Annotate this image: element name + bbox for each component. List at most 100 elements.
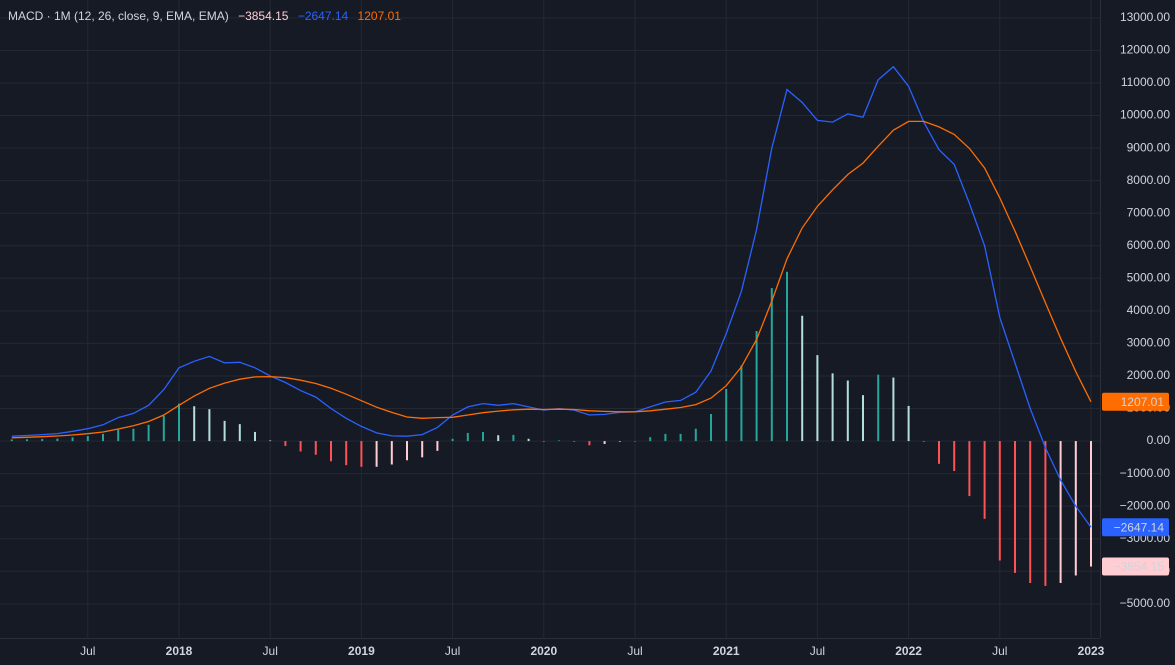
histogram-bar bbox=[588, 441, 591, 446]
histogram-bar bbox=[527, 438, 530, 442]
histogram-bar bbox=[406, 441, 408, 461]
histogram-bar bbox=[41, 438, 44, 442]
x-tick-label: 2019 bbox=[348, 644, 375, 658]
histogram-bar bbox=[360, 441, 363, 467]
histogram-bar bbox=[132, 428, 135, 442]
y-tick-label: 0.00 bbox=[1147, 433, 1171, 447]
histogram-bar bbox=[56, 438, 59, 442]
y-tick-label: 9000.00 bbox=[1127, 140, 1171, 154]
histogram-bar bbox=[1090, 441, 1092, 567]
indicator-title: MACD · 1M (12, 26, close, 9, EMA, EMA) bbox=[8, 9, 229, 23]
histogram-bar bbox=[436, 441, 439, 451]
histogram-bar bbox=[770, 288, 773, 442]
histogram-bar bbox=[269, 440, 272, 442]
histogram-bar bbox=[193, 406, 196, 442]
histogram-bar bbox=[877, 374, 880, 442]
histogram-bar bbox=[755, 331, 758, 442]
y-tick-label: 6000.00 bbox=[1127, 238, 1171, 252]
histogram-bar bbox=[314, 441, 317, 455]
last-value-tag bbox=[1102, 557, 1169, 576]
histogram-bar bbox=[162, 415, 165, 442]
histogram-bar bbox=[725, 388, 728, 442]
last-value-label: −2647.14 bbox=[1114, 520, 1165, 534]
histogram-bar bbox=[1029, 441, 1032, 583]
histogram-bar bbox=[938, 441, 940, 464]
histogram-bar bbox=[451, 438, 454, 442]
histogram-bar bbox=[694, 428, 697, 442]
y-tick-label: −2000.00 bbox=[1120, 498, 1171, 512]
histogram-bar bbox=[71, 437, 74, 442]
y-tick-label: 13000.00 bbox=[1120, 10, 1170, 24]
histogram-bar bbox=[147, 424, 150, 442]
y-tick-label: 10000.00 bbox=[1120, 108, 1170, 122]
x-tick-label: Jul bbox=[627, 644, 642, 658]
x-tick-label: 2020 bbox=[530, 644, 557, 658]
histogram-bar bbox=[512, 434, 515, 442]
histogram-bar bbox=[634, 441, 636, 442]
histogram-bar bbox=[740, 365, 743, 442]
last-value-tag bbox=[1102, 518, 1169, 537]
histogram-bar bbox=[618, 441, 621, 442]
histogram-bar bbox=[664, 433, 667, 442]
x-tick-label: Jul bbox=[80, 644, 95, 658]
histogram-bar bbox=[998, 441, 1001, 561]
y-tick-label: 12000.00 bbox=[1120, 43, 1170, 57]
indicator-header: MACD · 1M (12, 26, close, 9, EMA, EMA) −… bbox=[8, 9, 401, 23]
histogram-bar bbox=[223, 420, 226, 442]
y-tick-label: −5000.00 bbox=[1120, 596, 1171, 610]
histogram-bar bbox=[558, 440, 560, 442]
histogram-bar bbox=[178, 403, 180, 442]
histogram-bar bbox=[542, 441, 545, 442]
histogram-bar bbox=[102, 433, 104, 442]
histogram-bar bbox=[1059, 441, 1062, 583]
y-tick-label: −1000.00 bbox=[1120, 466, 1171, 480]
histogram-bar bbox=[86, 436, 89, 442]
histogram-bar bbox=[846, 380, 849, 442]
macd-value: −2647.14 bbox=[298, 9, 349, 23]
x-tick-label: Jul bbox=[992, 644, 1007, 658]
histogram-bar bbox=[238, 424, 241, 442]
line-series bbox=[11, 120, 1092, 439]
y-tick-label: 8000.00 bbox=[1127, 173, 1171, 187]
histogram-bar bbox=[299, 441, 302, 452]
histogram-bar bbox=[482, 431, 484, 442]
histogram-bar bbox=[968, 441, 971, 497]
histogram-bar bbox=[816, 355, 819, 442]
histogram-bar bbox=[1074, 441, 1077, 576]
x-tick-label: 2023 bbox=[1078, 644, 1105, 658]
histogram-bar bbox=[786, 271, 788, 442]
histogram-bar bbox=[10, 439, 13, 442]
histogram-bar bbox=[330, 441, 332, 462]
y-tick-label: 4000.00 bbox=[1127, 303, 1171, 317]
x-tick-label: Jul bbox=[810, 644, 825, 658]
last-value-label: 1207.01 bbox=[1121, 395, 1165, 409]
histogram-bar bbox=[573, 441, 576, 442]
histogram-bar bbox=[1014, 441, 1016, 573]
histogram-bar bbox=[375, 441, 378, 467]
histogram-bar bbox=[497, 435, 500, 442]
histogram-bar bbox=[907, 405, 910, 442]
x-tick-label: 2022 bbox=[895, 644, 922, 658]
y-tick-label: 7000.00 bbox=[1127, 205, 1171, 219]
signal-value: 1207.01 bbox=[358, 9, 402, 23]
histogram-bar bbox=[892, 377, 895, 442]
histogram-bar bbox=[208, 409, 211, 442]
histogram-bar bbox=[983, 441, 986, 519]
y-tick-label: 2000.00 bbox=[1127, 368, 1171, 382]
histogram-bar bbox=[345, 441, 348, 466]
histogram-value: −3854.15 bbox=[238, 9, 289, 23]
histogram-bar bbox=[953, 441, 956, 472]
histogram-bar bbox=[466, 432, 469, 442]
y-tick-label: 5000.00 bbox=[1127, 270, 1171, 284]
x-tick-label: Jul bbox=[445, 644, 460, 658]
histogram-bar bbox=[831, 373, 834, 442]
histogram-bar bbox=[710, 414, 712, 442]
histogram-bar bbox=[603, 441, 606, 444]
histogram-bar bbox=[649, 437, 652, 442]
histogram-bar bbox=[284, 441, 287, 446]
last-value-tag bbox=[1102, 392, 1169, 411]
x-tick-label: Jul bbox=[263, 644, 278, 658]
y-tick-label: 3000.00 bbox=[1127, 336, 1171, 350]
histogram-bar bbox=[1044, 441, 1047, 586]
